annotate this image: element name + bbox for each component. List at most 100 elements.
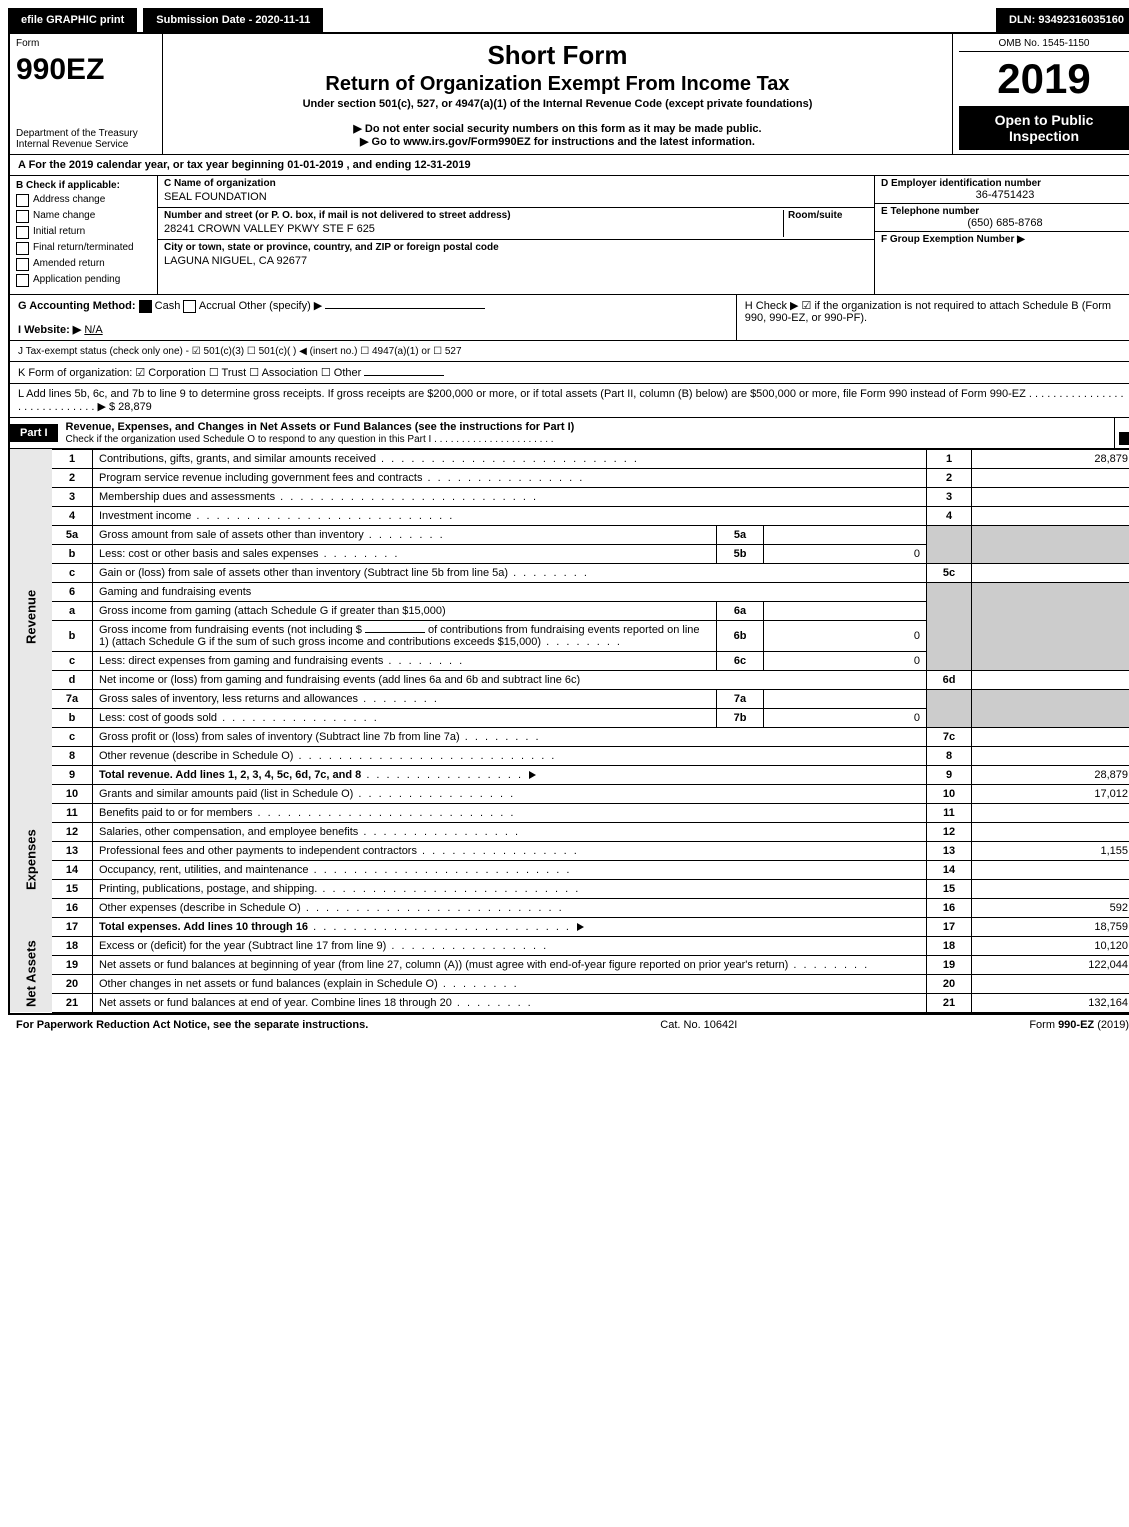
cb-accrual[interactable]	[183, 300, 196, 313]
section-L: L Add lines 5b, 6c, and 7b to line 9 to …	[10, 384, 1129, 418]
open-public-1: Open to Public	[963, 112, 1125, 128]
dept: Department of the Treasury	[16, 128, 156, 139]
d-5c: Gain or (loss) from sale of assets other…	[93, 563, 927, 582]
6b-amount-input[interactable]	[365, 632, 425, 633]
footer-left: For Paperwork Reduction Act Notice, see …	[16, 1019, 368, 1031]
ln-9: 9	[52, 765, 93, 784]
box-8: 8	[927, 746, 972, 765]
efile-btn[interactable]: efile GRAPHIC print	[8, 8, 137, 32]
d-11: Benefits paid to or for members	[93, 803, 927, 822]
G-other-input[interactable]	[325, 308, 485, 309]
ln-5a: 5a	[52, 525, 93, 544]
section-J: J Tax-exempt status (check only one) - ☑…	[10, 341, 1129, 362]
header-left: Form 990EZ Department of the Treasury In…	[10, 34, 163, 154]
form-subtitle: Return of Organization Exempt From Incom…	[169, 73, 946, 96]
d-7a: Gross sales of inventory, less returns a…	[93, 689, 717, 708]
G-lbl: G Accounting Method:	[18, 300, 136, 312]
I-val: N/A	[84, 324, 102, 336]
box-14: 14	[927, 860, 972, 879]
warn1: ▶ Do not enter social security numbers o…	[169, 122, 946, 135]
ln-15: 15	[52, 879, 93, 898]
ln-2: 2	[52, 468, 93, 487]
cb-application-pending[interactable]	[16, 274, 29, 287]
arrow-icon	[577, 923, 584, 931]
partI-table: Revenue 1 Contributions, gifts, grants, …	[10, 449, 1129, 1013]
box-11: 11	[927, 803, 972, 822]
ln-6c: c	[52, 651, 93, 670]
amt-18: 10,120	[972, 936, 1129, 955]
amt-14	[972, 860, 1129, 879]
sub-6a: 6a	[717, 601, 764, 620]
dln-btn[interactable]: DLN: 93492316035160	[996, 8, 1129, 32]
org-info-grid: B Check if applicable: Address change Na…	[10, 176, 1129, 295]
omb: OMB No. 1545-1150	[959, 38, 1129, 52]
ln-1: 1	[52, 449, 93, 468]
ln-19: 19	[52, 955, 93, 974]
box-1: 1	[927, 449, 972, 468]
amt-19: 122,044	[972, 955, 1129, 974]
ln-6d: d	[52, 670, 93, 689]
form-container: Form 990EZ Department of the Treasury In…	[8, 32, 1129, 1015]
box-17: 17	[927, 917, 972, 936]
G-other: Other (specify) ▶	[239, 300, 323, 312]
B-opt-initial: Initial return	[33, 226, 85, 239]
d-20: Other changes in net assets or fund bala…	[93, 974, 927, 993]
sidelabel-netassets: Net Assets	[10, 936, 52, 1012]
C-name: SEAL FOUNDATION	[164, 189, 868, 205]
d-16: Other expenses (describe in Schedule O)	[93, 898, 927, 917]
section-DEF: D Employer identification number 36-4751…	[874, 176, 1129, 294]
d-6b: Gross income from fundraising events (no…	[93, 620, 717, 651]
box-2: 2	[927, 468, 972, 487]
d-1: Contributions, gifts, grants, and simila…	[93, 449, 927, 468]
subval-5a	[764, 525, 927, 544]
cb-initial-return[interactable]	[16, 226, 29, 239]
box-18: 18	[927, 936, 972, 955]
ln-6: 6	[52, 582, 93, 601]
L-txt: L Add lines 5b, 6c, and 7b to line 9 to …	[18, 388, 1124, 413]
box-21: 21	[927, 993, 972, 1012]
d-18: Excess or (deficit) for the year (Subtra…	[93, 936, 927, 955]
H-txt: H Check ▶ ☑ if the organization is not r…	[745, 300, 1111, 324]
d-8: Other revenue (describe in Schedule O)	[93, 746, 927, 765]
B-opt-final: Final return/terminated	[33, 242, 134, 255]
box-9: 9	[927, 765, 972, 784]
top-bar: efile GRAPHIC print Submission Date - 20…	[8, 8, 1129, 32]
box-19: 19	[927, 955, 972, 974]
d-17: Total expenses. Add lines 10 through 16	[93, 917, 927, 936]
d-5a: Gross amount from sale of assets other t…	[93, 525, 717, 544]
arrow-icon	[529, 771, 536, 779]
box-6d: 6d	[927, 670, 972, 689]
shade-6	[927, 582, 972, 670]
amt-17: 18,759	[972, 917, 1129, 936]
subdate-btn[interactable]: Submission Date - 2020-11-11	[143, 8, 323, 32]
K-other-input[interactable]	[364, 375, 444, 376]
amt-3	[972, 487, 1129, 506]
cb-cash[interactable]	[139, 300, 152, 313]
ln-21: 21	[52, 993, 93, 1012]
amt-7c	[972, 727, 1129, 746]
cb-name-change[interactable]	[16, 210, 29, 223]
sub-6c: 6c	[717, 651, 764, 670]
ln-13: 13	[52, 841, 93, 860]
d-4: Investment income	[93, 506, 927, 525]
cb-partI-scheduleO[interactable]	[1119, 432, 1129, 445]
cb-amended[interactable]	[16, 258, 29, 271]
d-6d: Net income or (loss) from gaming and fun…	[93, 670, 927, 689]
cb-address-change[interactable]	[16, 194, 29, 207]
form-header: Form 990EZ Department of the Treasury In…	[10, 34, 1129, 155]
box-15: 15	[927, 879, 972, 898]
subval-6c: 0	[764, 651, 927, 670]
D-val: 36-4751423	[881, 189, 1129, 201]
amt-11	[972, 803, 1129, 822]
G-accrual: Accrual	[199, 300, 236, 312]
C-street-lbl: Number and street (or P. O. box, if mail…	[164, 210, 783, 221]
sub-5b: 5b	[717, 544, 764, 563]
amt-6d	[972, 670, 1129, 689]
section-B: B Check if applicable: Address change Na…	[10, 176, 158, 294]
cb-final-terminated[interactable]	[16, 242, 29, 255]
d-3: Membership dues and assessments	[93, 487, 927, 506]
partI-check: Check if the organization used Schedule …	[66, 434, 554, 445]
box-10: 10	[927, 784, 972, 803]
footer-center: Cat. No. 10642I	[660, 1019, 737, 1031]
section-C: C Name of organization SEAL FOUNDATION N…	[158, 176, 874, 294]
